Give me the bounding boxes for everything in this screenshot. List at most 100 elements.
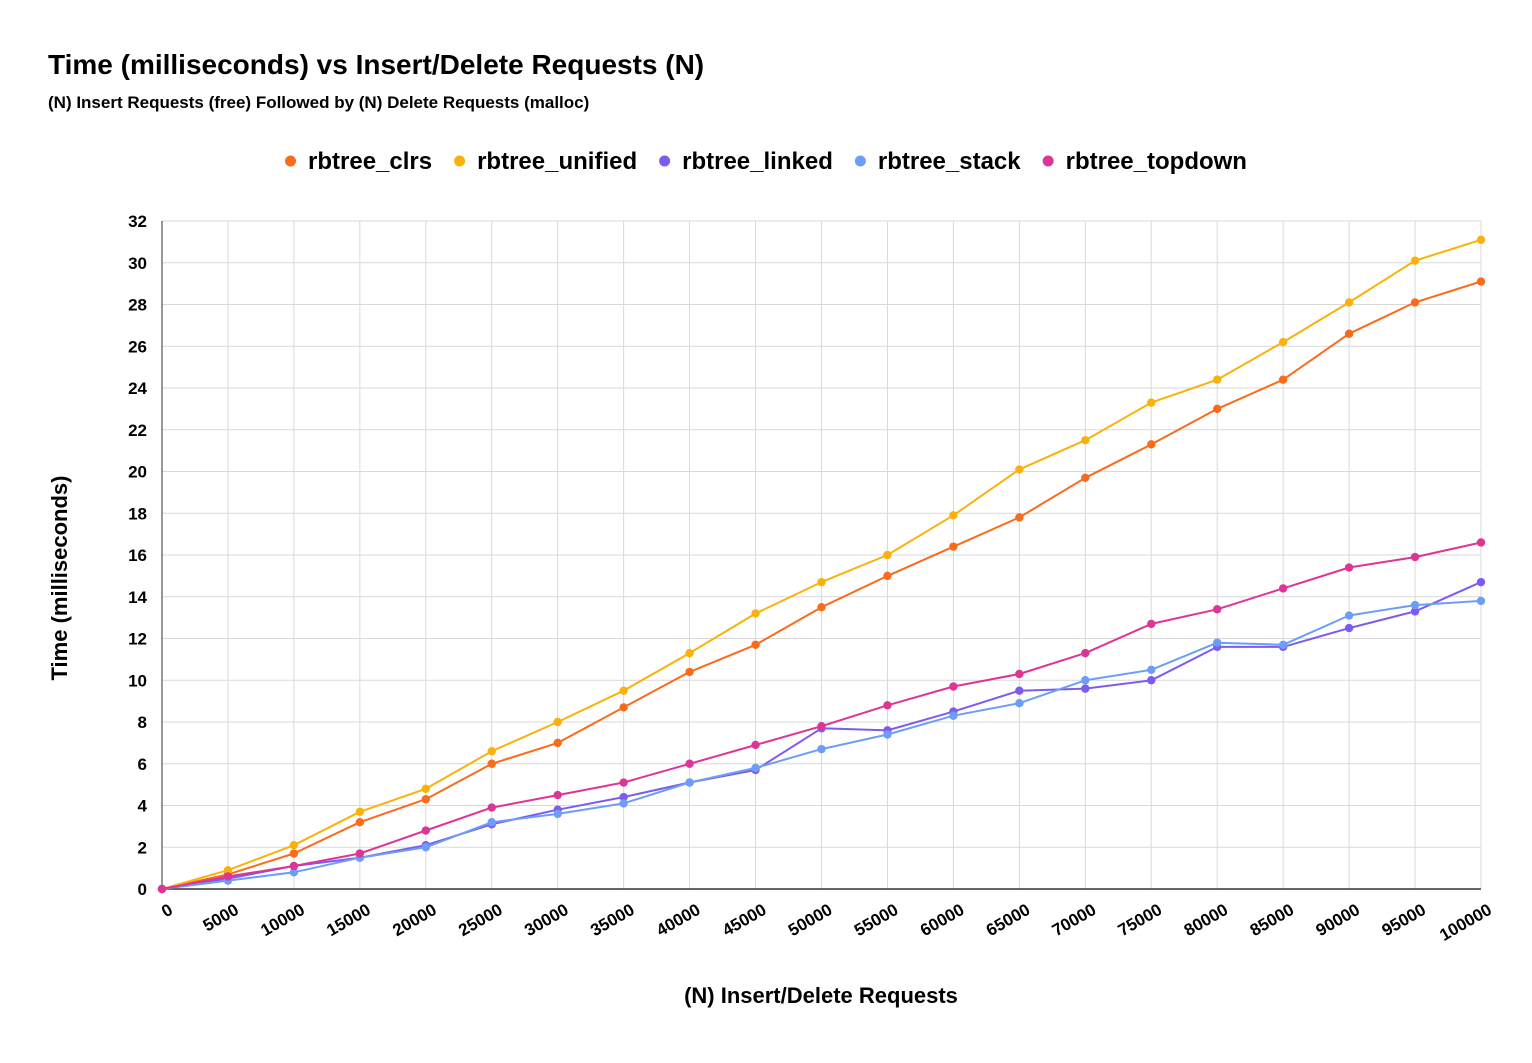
data-point [1344,623,1354,633]
data-point [421,843,430,852]
data-point [817,744,826,754]
data-point [1147,619,1156,629]
x-tick-label: 80000 [1181,900,1231,940]
data-point [1410,607,1420,616]
y-tick-label: 16 [128,546,147,565]
data-point [1476,577,1486,587]
x-tick-label: 0 [158,900,176,921]
data-point [1081,684,1090,693]
data-point [487,818,496,827]
data-point [685,759,694,768]
x-tick-label: 95000 [1379,900,1429,940]
y-tick-label: 26 [128,337,147,356]
data-point [1344,298,1354,307]
y-tick-label: 14 [128,588,147,607]
grid [161,220,1482,889]
data-point [355,818,365,827]
data-point [289,861,299,871]
legend-item: rbtree_clrs [285,148,432,175]
legend-label: rbtree_stack [878,148,1021,175]
legend-label: rbtree_unified [477,148,637,175]
y-tick-label: 28 [128,296,147,315]
data-point [355,807,365,816]
data-point [553,717,562,727]
data-point [949,542,958,551]
x-tick-label: 55000 [851,900,901,940]
x-tick-label: 30000 [521,900,571,940]
y-tick-label: 18 [128,504,147,523]
y-tick-label: 30 [128,254,147,273]
data-point [883,571,892,581]
series-rbtree_stack [157,596,1486,894]
data-point [1147,665,1156,675]
data-point [553,790,562,800]
data-point [619,686,628,695]
data-point [1081,676,1090,685]
data-point [1410,600,1420,610]
x-tick-label: 75000 [1115,900,1165,940]
y-axis-label: Time (milliseconds) [47,476,72,681]
data-point [751,609,760,618]
data-point [1278,375,1288,384]
y-tick-label: 8 [138,713,147,732]
data-point [685,648,694,658]
series-group [157,235,1486,894]
data-point [1147,398,1156,407]
series-rbtree_topdown [157,538,1486,894]
data-point [1015,513,1024,522]
x-tick-label: 25000 [455,900,505,940]
x-tick-label: 45000 [719,900,769,940]
data-point [421,784,430,793]
data-point [355,849,365,858]
data-point [751,740,760,750]
chart-title: Time (milliseconds) vs Insert/Delete Req… [48,49,704,80]
data-point [1410,256,1420,265]
x-tick-label: 85000 [1247,900,1297,940]
y-tick-label: 32 [128,212,147,231]
y-tick-label: 6 [138,755,147,774]
y-tick-label: 4 [138,797,148,816]
x-tick-label: 20000 [389,900,439,940]
legend: rbtree_clrs rbtree_unified rbtree_linked rb… [285,148,1247,175]
data-point [751,763,760,773]
y-tick-label: 10 [128,671,147,690]
data-point [1278,640,1288,649]
data-point [421,826,430,835]
data-point [1476,538,1486,547]
legend-item: rbtree_linked [659,148,833,175]
legend-marker [1042,155,1054,167]
data-point [1081,435,1090,445]
data-point [487,747,496,756]
data-point [1015,686,1024,695]
x-tick-label: 70000 [1049,900,1099,940]
legend-item: rbtree_unified [454,148,637,175]
data-point [619,799,628,808]
legend-marker [659,155,671,167]
data-point [1015,669,1024,679]
y-tick-label: 20 [128,463,147,482]
data-point [1476,596,1486,606]
data-point [1081,473,1090,482]
data-point [1278,337,1288,347]
legend-label: rbtree_clrs [308,148,432,175]
data-point [1015,699,1024,708]
series-rbtree_unified [157,235,1486,894]
data-point [487,803,496,812]
data-point [949,511,958,520]
x-tick-label: 65000 [983,900,1033,940]
data-point [883,550,892,560]
legend-marker [854,155,866,167]
data-point [685,667,694,677]
x-tick-label: 100000 [1436,900,1495,945]
data-point [223,866,233,875]
data-point [1410,298,1420,307]
y-tick-label: 22 [128,421,147,440]
data-point [685,778,694,787]
x-tick-label: 90000 [1313,900,1363,940]
legend-item: rbtree_stack [854,148,1021,175]
data-point [1476,235,1486,244]
data-point [1213,605,1222,614]
legend-label: rbtree_topdown [1066,148,1247,175]
